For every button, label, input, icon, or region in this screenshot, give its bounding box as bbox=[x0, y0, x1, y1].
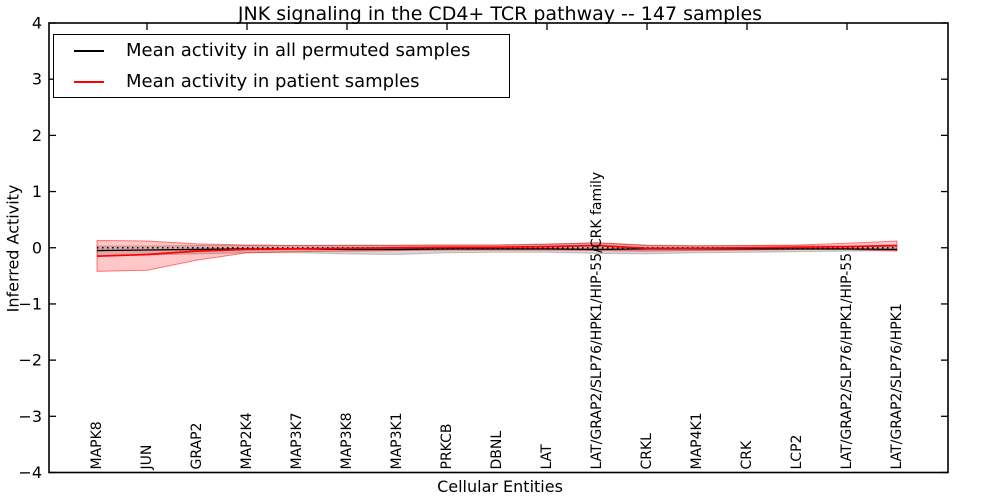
x-category-label: LAT bbox=[539, 444, 555, 470]
legend-item-permuted: Mean activity in all permuted samples bbox=[54, 35, 509, 66]
x-category-label: LAT/GRAP2/SLP76/HPK1/HIP-55/CRK family bbox=[589, 172, 605, 470]
x-category-label: DBNL bbox=[489, 431, 505, 470]
x-category-label: MAP3K1 bbox=[389, 412, 405, 469]
y-tick-label: 0 bbox=[32, 238, 42, 257]
patient-std-band bbox=[96, 239, 898, 272]
y-tick-label: 4 bbox=[32, 14, 42, 33]
legend: Mean activity in all permuted samples Me… bbox=[53, 34, 510, 98]
x-category-label: LAT/GRAP2/SLP76/HPK1/HIP-55 bbox=[839, 253, 855, 470]
permuted-mean-line bbox=[96, 248, 898, 252]
x-category-label: MAP3K8 bbox=[339, 412, 355, 469]
x-category-label: LCP2 bbox=[789, 435, 805, 470]
x-category-label: LAT/GRAP2/SLP76/HPK1 bbox=[889, 303, 905, 469]
x-category-label: MAPK8 bbox=[89, 421, 105, 469]
x-category-label: PRKCB bbox=[439, 424, 455, 470]
y-tick-label: −3 bbox=[18, 407, 42, 426]
legend-label-patient: Mean activity in patient samples bbox=[126, 71, 420, 92]
patient-line-sample bbox=[74, 80, 104, 83]
y-tick-label: 3 bbox=[32, 70, 42, 89]
x-axis-label: Cellular Entities bbox=[437, 477, 563, 496]
y-axis-label: Inferred Activity bbox=[3, 184, 23, 313]
x-category-label: MAP4K1 bbox=[689, 412, 705, 469]
x-category-label: MAP3K7 bbox=[289, 412, 305, 469]
legend-label-permuted: Mean activity in all permuted samples bbox=[126, 40, 471, 61]
y-tick-label: −2 bbox=[18, 351, 42, 370]
chart-title: JNK signaling in the CD4+ TCR pathway --… bbox=[237, 3, 763, 25]
x-category-label: CRK bbox=[739, 440, 755, 470]
x-category-label: JUN bbox=[139, 445, 155, 471]
x-category-label: CRKL bbox=[639, 433, 655, 470]
y-tick-label: −1 bbox=[18, 294, 42, 313]
y-tick-label: 2 bbox=[32, 126, 42, 145]
y-tick-label: 1 bbox=[32, 182, 42, 201]
x-category-label: MAP2K4 bbox=[239, 412, 255, 469]
y-tick-label: −4 bbox=[18, 463, 42, 482]
permuted-line-sample bbox=[74, 49, 104, 52]
x-category-label: GRAP2 bbox=[189, 423, 205, 470]
patient-mean-line bbox=[96, 244, 898, 258]
legend-item-patient: Mean activity in patient samples bbox=[54, 66, 509, 97]
